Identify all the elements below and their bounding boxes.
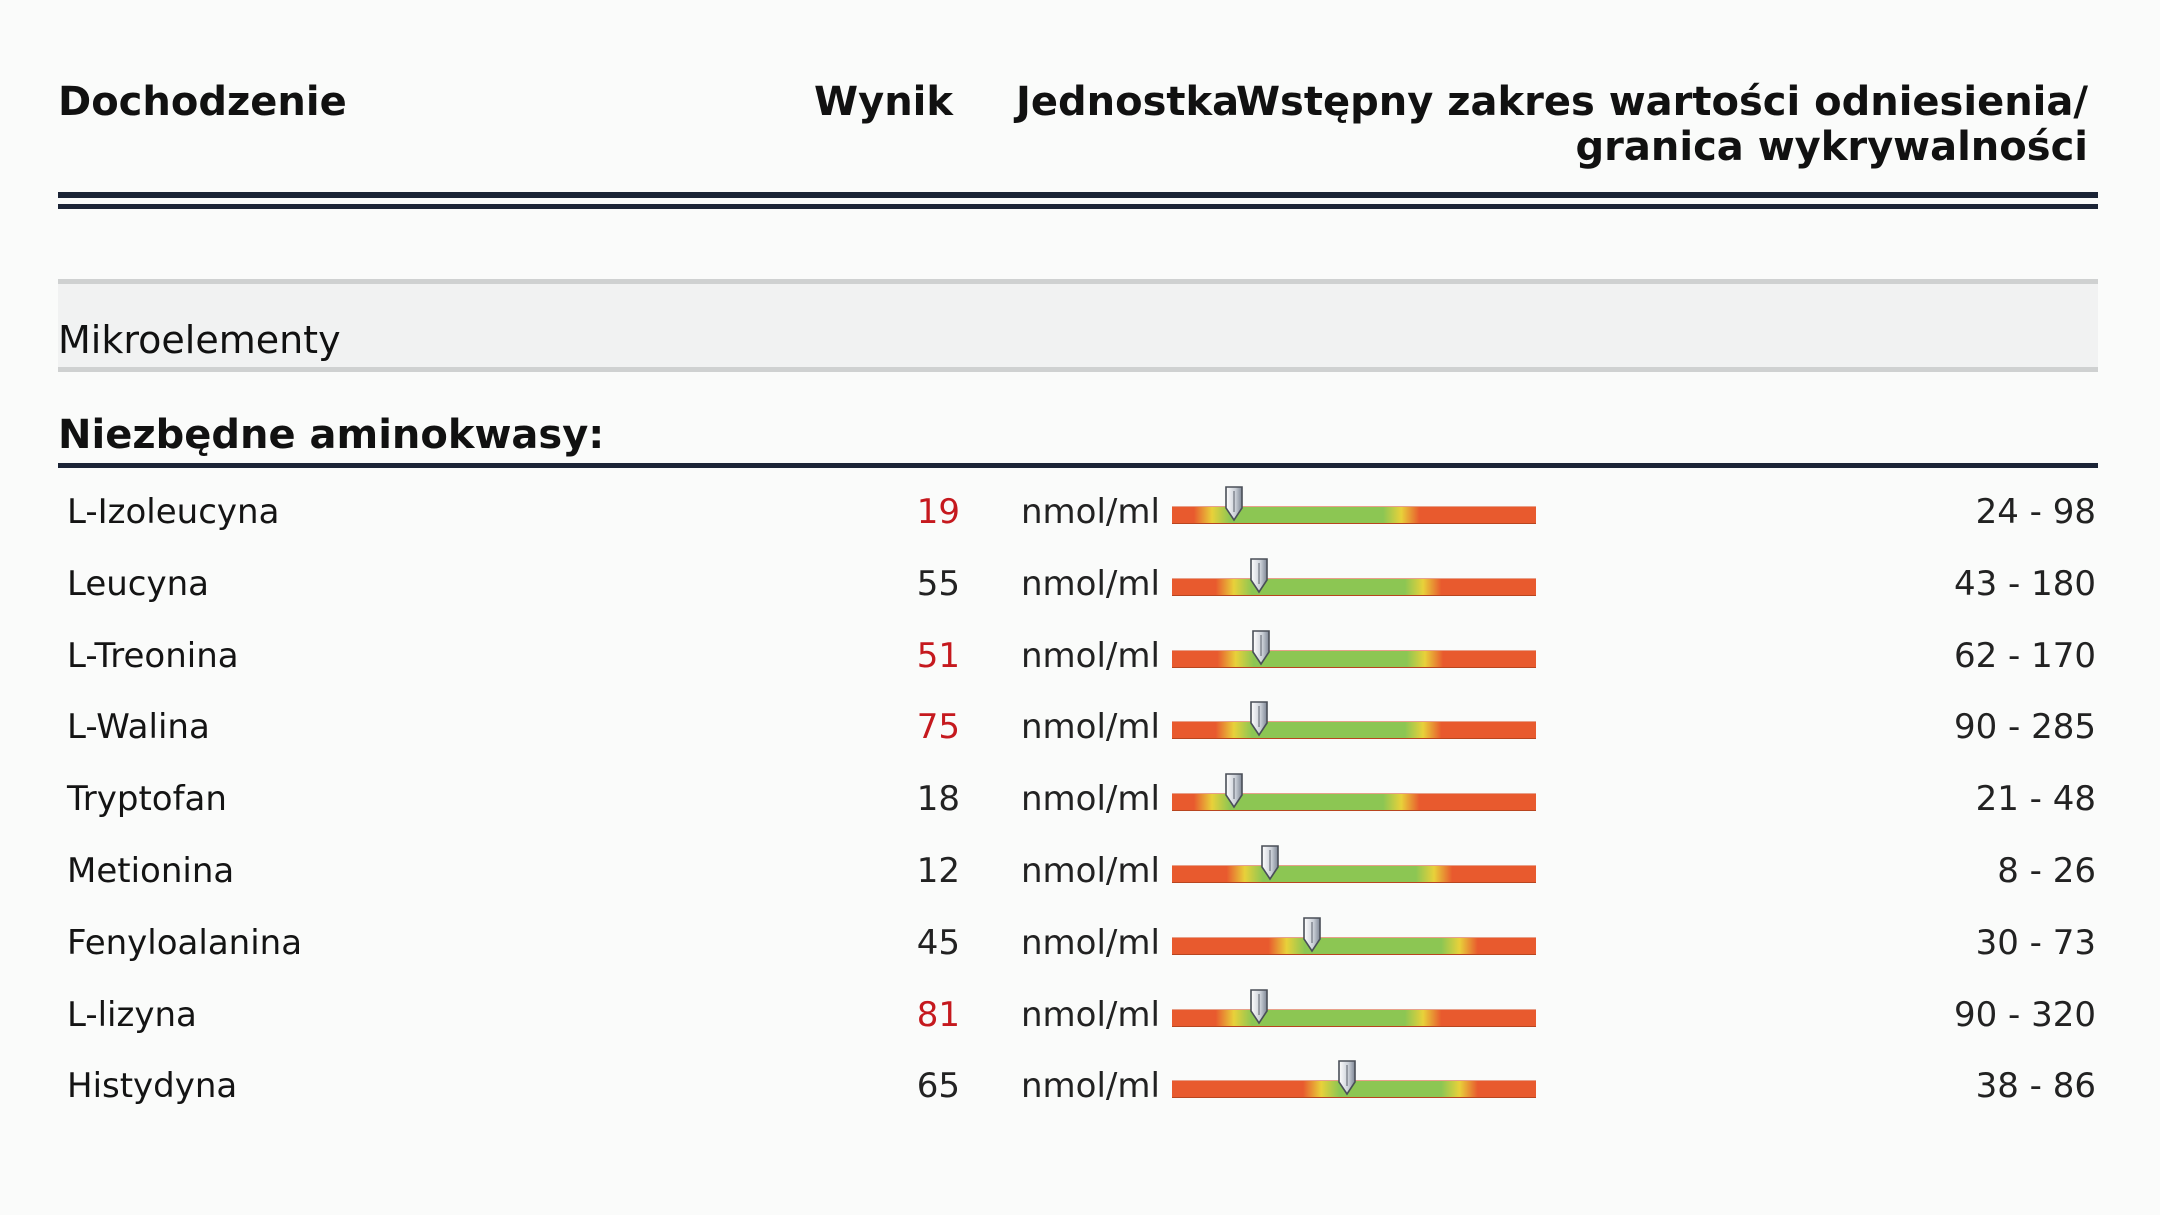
- result-unit: nmol/ml: [1021, 492, 1160, 532]
- result-value: 45: [916, 922, 960, 963]
- header-rule-lower: [58, 204, 2098, 209]
- range-gauge-bar: [1172, 649, 1536, 668]
- range-gauge: [1168, 620, 1540, 692]
- range-marker-icon: [1252, 629, 1270, 666]
- result-unit: nmol/ml: [1021, 851, 1160, 891]
- reference-range: 90 - 285: [1953, 707, 2096, 748]
- reference-range: 62 - 170: [1953, 635, 2096, 676]
- result-value: 81: [916, 994, 960, 1035]
- header-rule-upper: [58, 192, 2098, 198]
- result-unit: nmol/ml: [1021, 1066, 1160, 1107]
- analyte-name: L-Treonina: [67, 635, 239, 676]
- range-marker-icon: [1250, 701, 1269, 737]
- reference-range: 43 - 180: [1953, 563, 2096, 604]
- reference-range: 90 - 320: [1953, 994, 2096, 1035]
- table-row: L-Walina 75 nmol/ml 90 - 285: [0, 691, 2160, 763]
- range-gauge: [1168, 979, 1540, 1051]
- range-marker-icon: [1337, 1060, 1356, 1096]
- result-value: 65: [916, 1066, 960, 1107]
- table-row: L-lizyna 81 nmol/ml 90 - 320: [0, 979, 2160, 1051]
- analyte-name: Leucyna: [67, 563, 210, 604]
- range-gauge-bar: [1172, 1008, 1536, 1027]
- section-title: Mikroelementy: [58, 318, 341, 362]
- column-header-reference-line2: granica wykrywalności: [1575, 124, 2088, 170]
- range-marker-icon: [1225, 486, 1243, 522]
- column-header-reference: Wstępny zakres wartości odniesienia/ gra…: [1188, 80, 2088, 170]
- result-value: 12: [916, 851, 960, 891]
- range-gauge-bar: [1172, 721, 1536, 740]
- result-unit: nmol/ml: [1021, 707, 1160, 748]
- column-header-investigation: Dochodzenie: [58, 79, 347, 125]
- range-gauge-bar: [1172, 506, 1536, 524]
- analyte-name: L-Walina: [67, 707, 210, 748]
- range-gauge-bar: [1172, 577, 1536, 596]
- analyte-name: Fenyloalanina: [67, 922, 303, 963]
- column-header-reference-line1: Wstępny zakres wartości odniesienia/: [1235, 79, 2088, 125]
- range-marker-icon: [1303, 916, 1321, 953]
- range-gauge: [1168, 691, 1540, 763]
- range-gauge: [1168, 907, 1540, 979]
- analyte-name: Tryptofan: [67, 779, 227, 820]
- range-gauge: [1168, 763, 1540, 835]
- analyte-name: Metionina: [67, 851, 235, 891]
- reference-range: 24 - 98: [1975, 492, 2096, 532]
- range-gauge: [1168, 476, 1540, 548]
- analyte-name: Histydyna: [67, 1066, 238, 1107]
- result-unit: nmol/ml: [1021, 779, 1160, 820]
- reference-range: 8 - 26: [1997, 851, 2096, 891]
- range-marker-icon: [1225, 773, 1243, 809]
- reference-range: 30 - 73: [1975, 922, 2096, 963]
- table-row: Metionina 12 nmol/ml 8 - 26: [0, 835, 2160, 907]
- result-unit: nmol/ml: [1021, 563, 1160, 604]
- result-value: 19: [916, 492, 960, 532]
- range-marker-icon: [1250, 988, 1269, 1025]
- section-band: Mikroelementy: [58, 279, 2098, 372]
- result-unit: nmol/ml: [1021, 635, 1160, 676]
- range-gauge-bar: [1172, 936, 1536, 955]
- column-header-result: Wynik: [814, 79, 953, 125]
- table-row: L-Treonina 51 nmol/ml 62 - 170: [0, 620, 2160, 692]
- result-value: 55: [916, 563, 960, 604]
- analyte-name: L-Izoleucyna: [67, 492, 280, 532]
- range-gauge-bar: [1172, 793, 1536, 812]
- result-unit: nmol/ml: [1021, 994, 1160, 1035]
- reference-range: 21 - 48: [1975, 779, 2096, 820]
- table-row: Histydyna 65 nmol/ml 38 - 86: [0, 1050, 2160, 1122]
- reference-range: 38 - 86: [1975, 1066, 2096, 1107]
- group-title: Niezbędne aminokwasy:: [58, 412, 605, 458]
- result-value: 75: [916, 707, 960, 748]
- table-row: Tryptofan 18 nmol/ml 21 - 48: [0, 763, 2160, 835]
- result-value: 51: [916, 635, 960, 676]
- table-row: Fenyloalanina 45 nmol/ml 30 - 73: [0, 907, 2160, 979]
- range-gauge: [1168, 548, 1540, 620]
- table-row: L-Izoleucyna 19 nmol/ml 24 - 98: [0, 476, 2160, 548]
- range-gauge: [1168, 835, 1540, 907]
- range-gauge: [1168, 1050, 1540, 1122]
- column-header-unit: Jednostka: [1016, 79, 1240, 125]
- range-marker-icon: [1261, 845, 1280, 881]
- table-row: Leucyna 55 nmol/ml 43 - 180: [0, 548, 2160, 620]
- analyte-name: L-lizyna: [67, 994, 197, 1035]
- range-marker-icon: [1250, 557, 1269, 594]
- result-value: 18: [916, 779, 960, 820]
- range-gauge-bar: [1172, 865, 1536, 883]
- result-unit: nmol/ml: [1021, 922, 1160, 963]
- group-rule: [58, 463, 2098, 468]
